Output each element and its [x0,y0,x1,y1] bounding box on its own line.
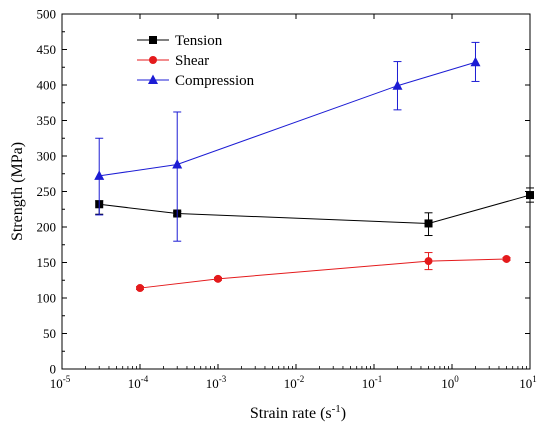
data-point-triangle [392,80,403,90]
x-tick-label-exponent: 0 [454,374,459,384]
y-tick-label: 300 [37,149,57,164]
y-tick-label: 250 [37,184,57,199]
x-tick-label-base: 10 [128,376,141,391]
x-tick-label: 10-2 [284,374,305,391]
x-tick-label-exponent: -1 [375,374,383,384]
x-tick-label: 10-3 [206,374,227,391]
data-point-triangle [148,74,158,84]
y-tick-label: 200 [37,220,57,235]
x-axis-title-sup: -1 [332,403,341,415]
data-point-square [149,36,157,44]
y-tick-label: 400 [37,78,57,93]
x-tick-label-exponent: -5 [63,374,71,384]
x-tick-label: 10-5 [50,374,71,391]
series-line [99,61,476,177]
x-tick-label: 101 [519,374,537,391]
legend-label: Compression [175,73,255,89]
y-axis-title: Strength (MPa) [9,142,26,241]
y-tick-label: 350 [37,113,57,128]
data-point-circle [136,284,144,293]
series-tension [95,187,534,237]
y-tick-label: 500 [37,7,57,22]
data-point-circle [502,254,511,263]
x-axis-title-base: Strain rate (s [250,405,332,422]
x-tick-label: 100 [441,374,459,391]
data-point-triangle [172,159,183,169]
legend-item-tension: Tension [137,33,223,49]
x-tick-label: 10-1 [362,374,383,391]
data-point-circle [424,257,433,266]
x-tick-label-base: 10 [362,376,375,391]
y-tick-label: 450 [37,42,57,57]
x-axis-title: Strain rate (s-1) [250,403,346,422]
data-point-circle [214,274,222,283]
x-tick-label-base: 10 [50,376,63,391]
x-tick-label-base: 10 [519,376,532,391]
x-tick-label-base: 10 [206,376,219,391]
x-tick-label-exponent: -2 [297,374,305,384]
series-line [139,258,507,289]
data-point-square [424,219,433,228]
data-point-triangle [470,56,481,67]
data-point-triangle [94,170,105,180]
x-axis-title-tail: ) [341,405,346,422]
legend-item-compression: Compression [137,73,255,89]
x-tick-label-exponent: 1 [532,374,537,384]
legend: Tension Shear Compression [137,33,255,89]
legend-label: Tension [175,33,223,49]
x-tick-label-base: 10 [284,376,297,391]
legend-label: Shear [175,53,209,69]
x-tick-label-base: 10 [441,376,454,391]
data-point-circle [149,56,157,64]
legend-item-shear: Shear [137,53,209,69]
y-tick-label: 150 [37,255,57,270]
x-tick-label: 10-4 [128,374,149,391]
series-compression [94,41,481,242]
x-tick-label-exponent: -4 [141,374,149,384]
y-tick-label: 0 [50,362,57,377]
x-tick-label-exponent: -3 [219,374,227,384]
series-shear [136,252,511,293]
y-tick-label: 50 [43,326,56,341]
y-tick-label: 100 [37,291,57,306]
series-line [99,194,531,224]
